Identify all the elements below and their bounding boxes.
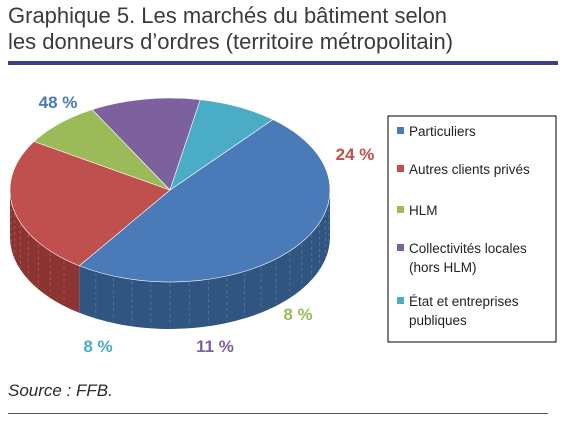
title-rule [8,61,558,65]
slice-side-0 [79,190,331,329]
data-label-0: 48 % [39,93,78,112]
legend-label-4: État et entreprises [409,294,519,309]
data-label-2: 8 % [283,305,312,324]
legend-swatch-1 [397,165,404,172]
legend: Particuliers Autres clients privés HLM Coll… [387,115,557,343]
legend-label-0: Particuliers [409,124,476,139]
legend-item-4: État et entreprises publiques [397,294,519,328]
legend-swatch-2 [397,206,404,213]
legend-item-3: Collectivités locales (hors HLM) [397,241,527,275]
legend-label-2: HLM [409,203,438,218]
legend-label-3: Collectivités locales [409,241,527,256]
legend-item-0: Particuliers [397,124,476,139]
legend-label-3-line-2: (hors HLM) [409,260,477,275]
source-note: Source : FFB. [8,381,113,400]
legend-swatch-3 [397,244,404,251]
legend-label-1: Autres clients privés [409,162,530,177]
slice-1 [9,141,171,267]
chart-title-line-1: Graphique 5. Les marchés du bâtiment sel… [8,3,448,28]
data-label-3: 11 % [196,337,234,356]
slice-0 [78,119,331,283]
data-label-1: 24 % [336,145,375,164]
pie-sides [10,190,331,329]
chart-title-line-2: les donneurs d’ordres (territoire métrop… [8,29,454,54]
legend-item-1: Autres clients privés [397,162,530,177]
data-label-4: 8 % [83,337,112,356]
pie-tops [9,97,331,283]
slice-side-1 [10,190,80,313]
slice-3 [91,97,201,191]
bottom-rule [8,413,548,414]
slice-4 [169,99,274,191]
legend-box [387,115,557,343]
legend-item-2: HLM [397,203,438,218]
chart-title: Graphique 5. Les marchés du bâtiment sel… [8,3,558,55]
legend-swatch-0 [397,127,404,134]
legend-swatch-4 [397,297,404,304]
legend-label-4-line-2: publiques [409,313,467,328]
